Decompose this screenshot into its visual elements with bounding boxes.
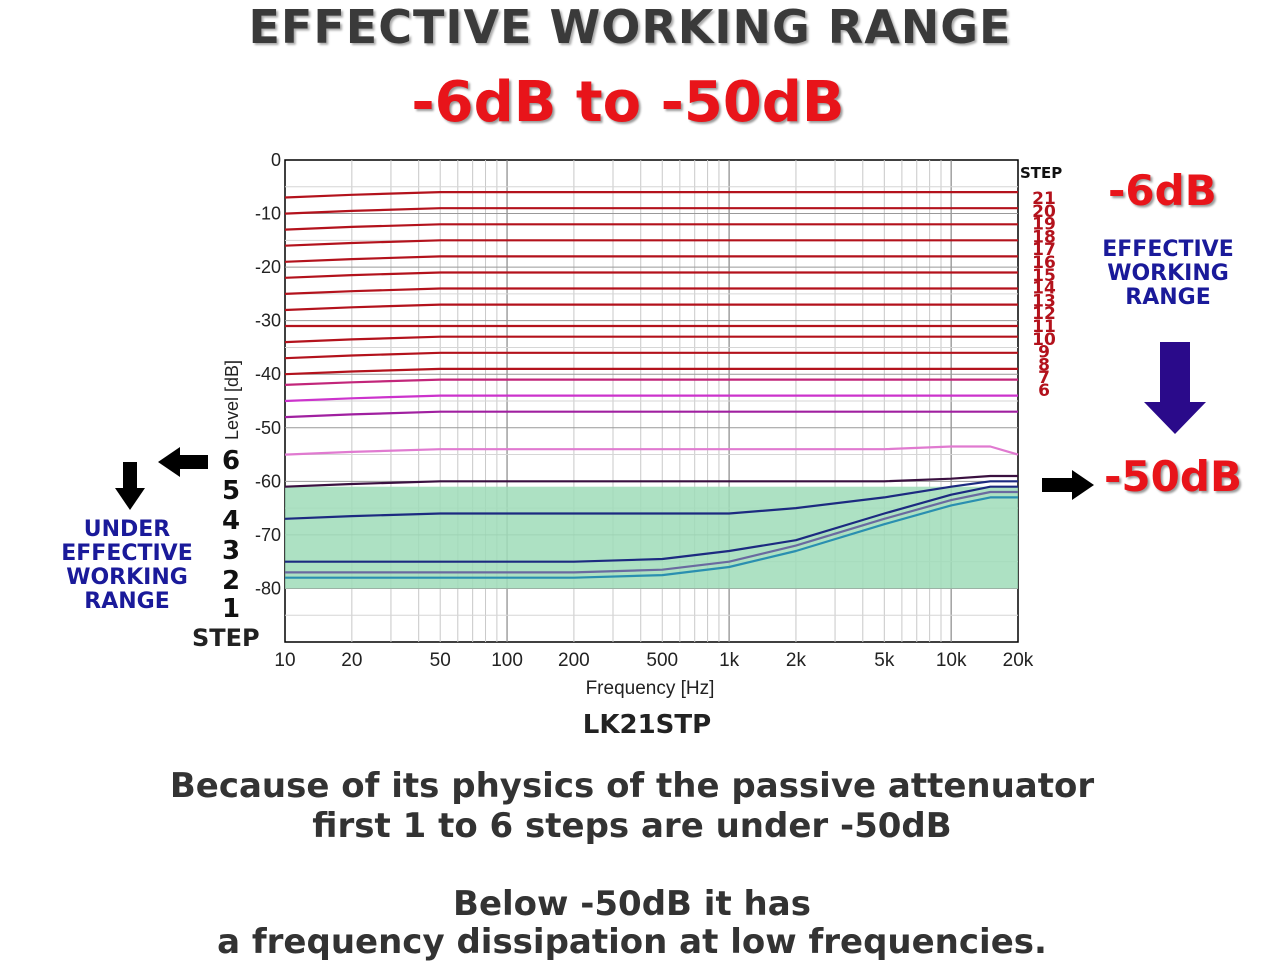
caption-line-4: a frequency dissipation at low frequenci… xyxy=(217,922,1047,962)
y-tick-label: -50 xyxy=(255,418,281,438)
y-tick-label: -60 xyxy=(255,471,281,491)
left-arrow-icon xyxy=(158,447,180,477)
left-down-arrow-icon xyxy=(115,488,145,510)
series-line-step-4 xyxy=(284,480,1018,520)
y-axis-label: Level [dB] xyxy=(222,360,242,440)
series-line-step-12 xyxy=(284,335,1018,344)
step-legend-label: 14 xyxy=(1032,279,1056,299)
label-line: WORKING xyxy=(66,565,188,590)
y-tick-label: -10 xyxy=(255,204,281,224)
series-line-step-6 xyxy=(284,445,1019,456)
step-legend-label: 10 xyxy=(1032,330,1056,350)
y-tick-label: -30 xyxy=(255,311,281,331)
y-ticks: 0 -10 -20 -30 -40 -50 -60 -70 -80 xyxy=(255,150,281,598)
series-line-step-17 xyxy=(284,255,1018,263)
series-line-step-16 xyxy=(284,271,1018,279)
left-down-arrow-shaft xyxy=(123,462,137,490)
series-line-step-21 xyxy=(284,191,1018,199)
down-arrow-shaft xyxy=(1160,342,1190,404)
right-arrow-icon xyxy=(1072,470,1094,500)
y-tick-label: 0 xyxy=(271,150,281,170)
step-legend-label: 9 xyxy=(1038,343,1050,363)
y-tick-label: -80 xyxy=(255,578,281,598)
series-line-step-5 xyxy=(284,474,1018,488)
label-line: UNDER xyxy=(83,517,171,542)
series-line-step-10 xyxy=(284,367,1018,376)
bottom-range-value: -50dB xyxy=(1104,452,1242,501)
series-line-step-1 xyxy=(285,496,1018,579)
series-line-step-9 xyxy=(284,378,1018,386)
label-line: RANGE xyxy=(84,589,170,614)
series-line-step-14 xyxy=(284,303,1018,312)
step-legend-label: 11 xyxy=(1032,317,1056,337)
left-arrow-shaft xyxy=(178,455,208,469)
top-range-value: -6dB xyxy=(1108,166,1217,215)
x-axis-label: Frequency [Hz] xyxy=(586,678,715,699)
x-tick-label: 100 xyxy=(491,650,523,671)
step-word-label: STEP xyxy=(192,624,260,652)
caption-line-3: Below -50dB it has xyxy=(453,884,811,924)
frequency-response-chart: 10 20 50 100 200 500 1k 2k 5k 10k 20k 0 -10 -20 -30 -4… xyxy=(115,150,1206,740)
label-line: RANGE xyxy=(1125,285,1211,310)
step-legend-label: 12 xyxy=(1032,304,1056,324)
under-range-label: UNDER EFFECTIVE WORKING RANGE xyxy=(48,518,206,614)
step-legend-label: 20 xyxy=(1032,202,1056,222)
step-legend-label: 18 xyxy=(1032,227,1056,247)
chart-title: LK21STP xyxy=(583,710,711,740)
series-line-step-8 xyxy=(284,394,1018,403)
x-tick-label: 2k xyxy=(786,650,807,671)
series-line-step-20 xyxy=(284,207,1018,215)
x-tick-label: 20 xyxy=(341,650,362,671)
step-legend-label: 7 xyxy=(1038,368,1050,388)
series-line-step-15 xyxy=(284,287,1018,295)
y-tick-label: -20 xyxy=(255,257,281,277)
series-lines xyxy=(284,191,1019,579)
step-number-6: 6 xyxy=(222,446,241,476)
label-line: EFFECTIVE xyxy=(1102,237,1234,262)
step-number-1: 1 xyxy=(222,594,241,624)
page-title: EFFECTIVE WORKING RANGE xyxy=(248,0,1012,54)
x-tick-label: 50 xyxy=(430,650,451,671)
x-ticks: 10 20 50 100 200 500 1k 2k 5k 10k 20k xyxy=(274,650,1033,671)
series-line-step-2 xyxy=(285,490,1018,574)
x-tick-label: 500 xyxy=(646,650,678,671)
series-line-step-19 xyxy=(284,223,1018,231)
label-line: WORKING xyxy=(1107,261,1229,286)
right-arrow-shaft xyxy=(1042,478,1074,492)
step-legend-label: 15 xyxy=(1032,266,1056,286)
x-tick-label: 10k xyxy=(936,650,967,671)
step-legend-label: 21 xyxy=(1032,189,1056,209)
effective-range-label: EFFECTIVE WORKING RANGE xyxy=(1080,238,1256,310)
step-legend-label: 16 xyxy=(1032,253,1056,273)
series-line-step-7 xyxy=(284,410,1018,419)
step-legend-label: 8 xyxy=(1038,355,1050,375)
page-subtitle: -6dB to -50dB xyxy=(411,70,845,135)
y-tick-label: -40 xyxy=(255,364,281,384)
caption-line-2: first 1 to 6 steps are under -50dB xyxy=(312,806,952,846)
step-header: STEP xyxy=(1020,164,1062,182)
step-number-5: 5 xyxy=(222,476,241,506)
x-tick-label: 20k xyxy=(1003,650,1034,671)
caption-line-1: Because of its physics of the passive at… xyxy=(169,766,1095,806)
step-legend-label: 19 xyxy=(1032,215,1056,235)
step-legend-label: 13 xyxy=(1032,291,1056,311)
y-tick-label: -70 xyxy=(255,525,281,545)
step-number-3: 3 xyxy=(222,536,241,566)
series-line-step-3 xyxy=(285,485,1018,563)
step-legend-label: 17 xyxy=(1032,240,1056,260)
step-legend-label: 6 xyxy=(1038,381,1050,401)
x-tick-label: 200 xyxy=(558,650,590,671)
series-line-step-18 xyxy=(284,239,1018,247)
step-number-2: 2 xyxy=(222,566,241,596)
x-tick-label: 1k xyxy=(719,650,740,671)
step-number-4: 4 xyxy=(222,506,241,536)
x-tick-label: 5k xyxy=(874,650,895,671)
down-arrow-icon xyxy=(1144,402,1206,434)
series-line-step-11 xyxy=(284,351,1018,360)
label-line: EFFECTIVE xyxy=(61,541,193,566)
x-tick-label: 10 xyxy=(274,650,295,671)
